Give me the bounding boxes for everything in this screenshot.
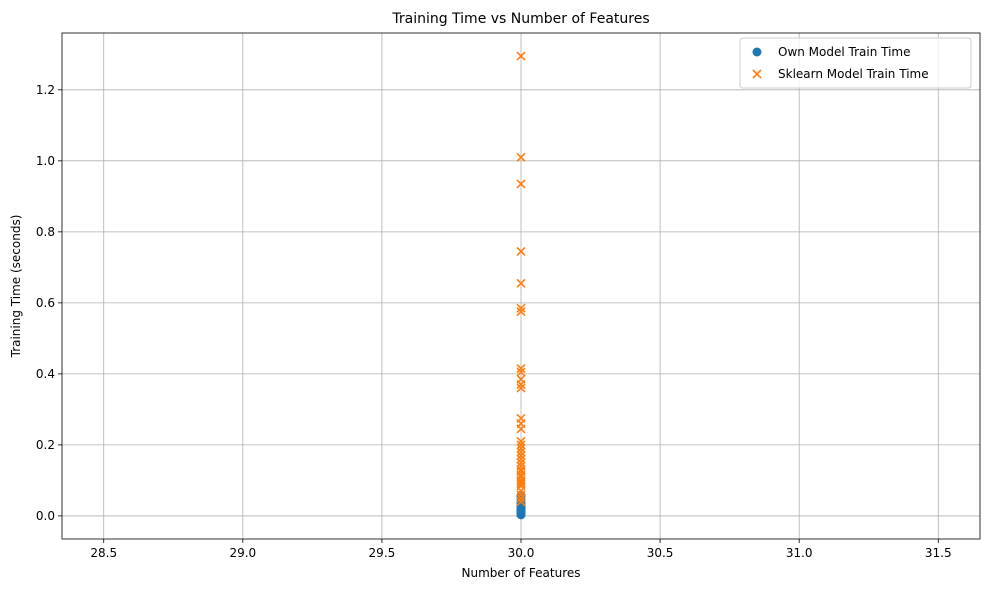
sklearn-model-point [516,179,526,189]
legend-circle-icon [752,47,762,57]
sklearn-model-point [516,303,526,313]
y-tick-label: 0.6 [36,296,55,310]
legend-label: Own Model Train Time [778,45,911,59]
grid [62,33,980,539]
x-tick-label: 29.0 [229,546,256,560]
x-tick-label: 31.0 [786,546,813,560]
sklearn-model-point [516,447,526,457]
plot-marks [516,51,526,520]
sklearn-model-point [516,152,526,162]
axis-ticks: 28.5 29.0 29.5 30.0 30.5 31.0 31.5 0.0 0.2 0.4 0.6… [36,83,952,560]
sklearn-model-point [516,436,526,446]
sklearn-model-point [516,490,526,500]
sklearn-model-point [516,440,526,450]
sklearn-model-point [516,383,526,393]
chart-title: Training Time vs Number of Features [391,11,649,27]
y-tick-label: 0.0 [36,509,55,523]
sklearn-model-point [516,246,526,256]
legend-label: Sklearn Model Train Time [778,67,929,81]
y-tick-label: 1.0 [36,154,55,168]
sklearn-model-point [516,497,526,507]
x-tick-label: 29.5 [369,546,396,560]
x-tick-label: 31.5 [925,546,952,560]
legend: Own Model Train Time Sklearn Model Train … [739,37,972,89]
sklearn-model-point [516,51,526,61]
sklearn-model-point [516,307,526,317]
x-tick-label: 30.5 [647,546,674,560]
x-tick-label: 28.5 [90,546,117,560]
series-1 [516,490,526,520]
sklearn-model-point [516,458,526,468]
sklearn-model-point [516,486,526,496]
sklearn-model-point [516,477,526,487]
legend-x-icon [752,69,762,79]
x-tick-label: 30.0 [508,546,535,560]
y-tick-label: 0.8 [36,225,55,239]
sklearn-model-point [516,278,526,288]
sklearn-model-point [516,367,526,377]
sklearn-model-point [516,454,526,464]
y-tick-label: 0.4 [36,367,55,381]
sklearn-model-point [516,493,526,503]
legend-box [739,37,972,89]
y-axis-title: Training Time (seconds) [9,215,23,359]
x-axis-title: Number of Features [462,566,581,580]
sklearn-model-point [516,363,526,374]
series-2 [516,51,526,507]
sklearn-model-point [516,379,526,390]
sklearn-model-point [516,450,526,461]
sklearn-model-point [516,479,526,489]
sklearn-model-point [516,443,526,454]
y-tick-label: 0.2 [36,438,55,452]
sklearn-model-point [516,424,526,434]
y-tick-label: 1.2 [36,83,55,97]
